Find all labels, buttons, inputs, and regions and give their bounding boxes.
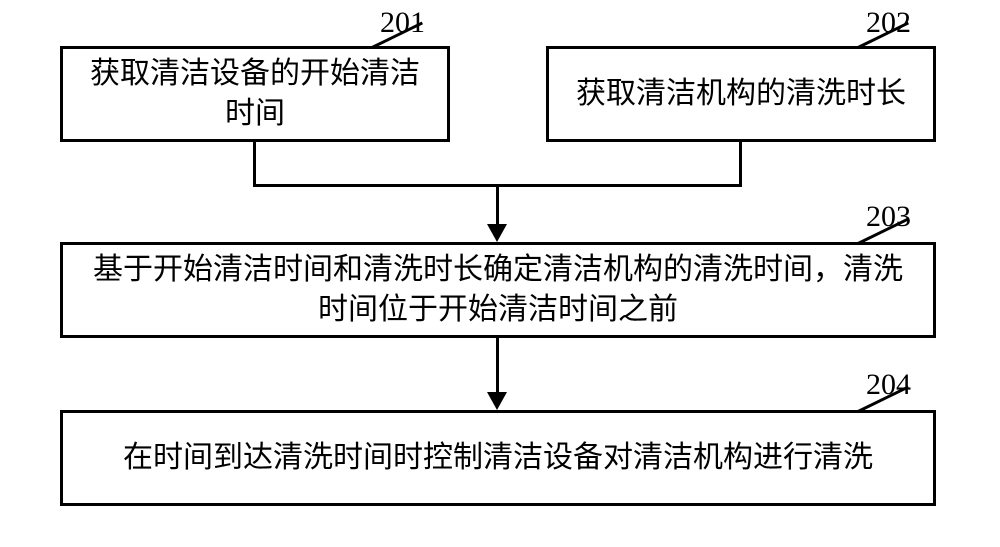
edge-203-204-line bbox=[496, 338, 499, 392]
flow-node-201: 获取清洁设备的开始清洁时间 bbox=[60, 46, 450, 142]
flow-node-201-text: 获取清洁设备的开始清洁时间 bbox=[79, 54, 431, 135]
flow-node-204-text: 在时间到达清洗时间时控制清洁设备对清洁机构进行清洗 bbox=[123, 438, 873, 479]
flow-node-203-label: 203 bbox=[866, 200, 911, 234]
edge-merge-down bbox=[496, 184, 499, 224]
edge-merge-arrowhead bbox=[487, 224, 507, 242]
edge-201-drop bbox=[253, 142, 256, 186]
flow-node-204: 在时间到达清洗时间时控制清洁设备对清洁机构进行清洗 bbox=[60, 410, 936, 506]
flow-node-201-label: 201 bbox=[380, 6, 425, 40]
edge-203-204-arrowhead bbox=[487, 392, 507, 410]
edge-202-drop bbox=[739, 142, 742, 186]
flow-node-204-label: 204 bbox=[866, 368, 911, 402]
flow-node-203-text: 基于开始清洁时间和清洗时长确定清洁机构的清洗时间，清洗时间位于开始清洁时间之前 bbox=[79, 250, 917, 331]
flow-node-203: 基于开始清洁时间和清洗时长确定清洁机构的清洗时间，清洗时间位于开始清洁时间之前 bbox=[60, 242, 936, 338]
flow-node-202: 获取清洁机构的清洗时长 bbox=[546, 46, 936, 142]
flow-node-202-text: 获取清洁机构的清洗时长 bbox=[576, 74, 906, 115]
flow-node-202-label: 202 bbox=[866, 6, 911, 40]
